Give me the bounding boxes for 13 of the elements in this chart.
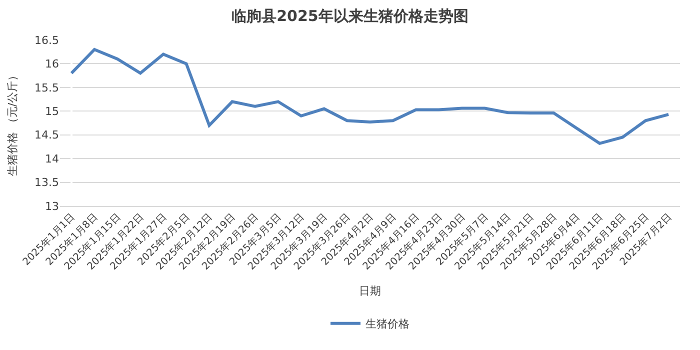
- y-tick-label: 15.5: [34, 81, 59, 94]
- y-tick-label: 14.5: [34, 128, 59, 142]
- x-axis-title: 日期: [359, 284, 381, 298]
- y-tick-label: 16: [45, 58, 59, 71]
- chart-title: 临朐县2025年以来生猪价格走势图: [232, 7, 468, 25]
- y-tick-label: 16.5: [34, 34, 59, 47]
- y-tick-label: 13.5: [34, 176, 59, 190]
- y-tick-label: 14: [45, 152, 59, 166]
- y-axis-title: 生猪价格 （元/公斤）: [6, 70, 20, 176]
- y-tick-label: 13: [45, 200, 59, 213]
- legend-label: 生猪价格: [366, 318, 410, 331]
- line-series: [70, 48, 670, 145]
- y-tick-label: 15: [45, 104, 59, 118]
